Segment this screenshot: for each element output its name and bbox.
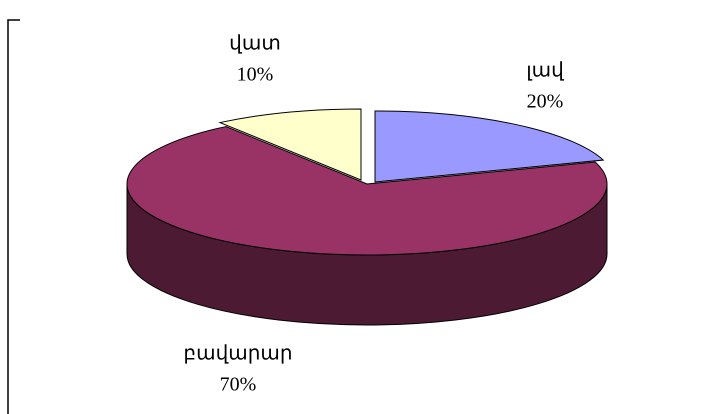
slice-value-label: 70% bbox=[220, 374, 257, 396]
pie-slice bbox=[218, 108, 362, 181]
pie-slice bbox=[374, 110, 605, 183]
slice-label: լավ bbox=[526, 60, 564, 82]
slice-label: վատ bbox=[229, 33, 281, 55]
frame bbox=[7, 19, 20, 414]
slice-value-label: 10% bbox=[237, 64, 274, 86]
slice-value-label: 20% bbox=[527, 91, 564, 113]
pie-slice bbox=[126, 126, 608, 256]
slice-label: բավարար bbox=[183, 343, 292, 365]
